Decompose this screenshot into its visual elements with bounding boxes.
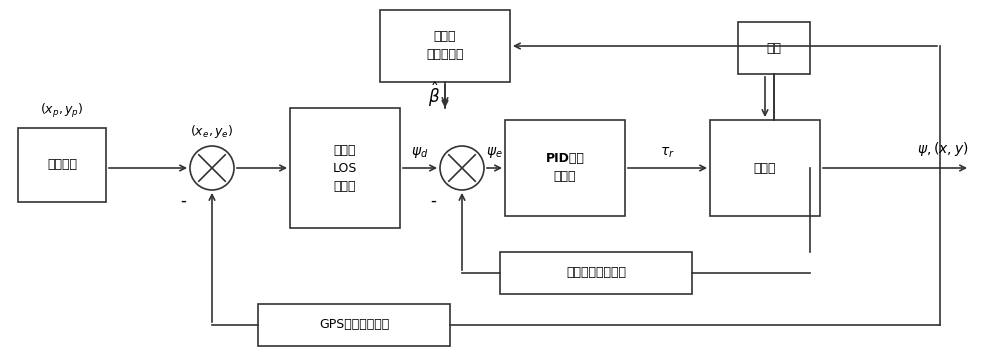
Bar	[738, 22, 810, 74]
Text: $\psi_e$: $\psi_e$	[486, 145, 503, 160]
Bar	[710, 120, 820, 216]
Text: 自适应估计: 自适应估计	[426, 48, 464, 62]
Text: $\hat{\beta}$: $\hat{\beta}$	[428, 81, 440, 109]
Text: $\psi_d$: $\psi_d$	[411, 145, 429, 160]
Text: 自适应: 自适应	[334, 143, 356, 157]
Text: -: -	[180, 192, 186, 210]
Text: PID艏向: PID艏向	[546, 153, 584, 166]
Bar	[505, 120, 625, 216]
Text: GPS采集位置信息: GPS采集位置信息	[319, 318, 389, 332]
Bar	[258, 304, 450, 346]
Bar	[380, 10, 510, 82]
Text: 干扰: 干扰	[767, 41, 782, 55]
Bar	[290, 108, 400, 228]
Text: $(x_e,y_e)$: $(x_e,y_e)$	[190, 123, 234, 140]
Text: 导引律: 导引律	[334, 179, 356, 193]
Text: -: -	[430, 192, 436, 210]
Text: 控制器: 控制器	[554, 170, 576, 183]
Text: 气垫船: 气垫船	[754, 162, 776, 174]
Text: $(x_p,y_p)$: $(x_p,y_p)$	[40, 102, 84, 120]
Text: 期望路径: 期望路径	[47, 158, 77, 171]
Bar	[18, 128, 106, 202]
Text: 侧滑角: 侧滑角	[434, 31, 456, 44]
Text: $\tau_r$: $\tau_r$	[660, 146, 675, 160]
Text: $\psi,(x,y)$: $\psi,(x,y)$	[917, 140, 968, 158]
Text: 罗经采集艏向信息: 罗经采集艏向信息	[566, 266, 626, 280]
Text: LOS: LOS	[333, 162, 357, 174]
Bar	[500, 252, 692, 294]
